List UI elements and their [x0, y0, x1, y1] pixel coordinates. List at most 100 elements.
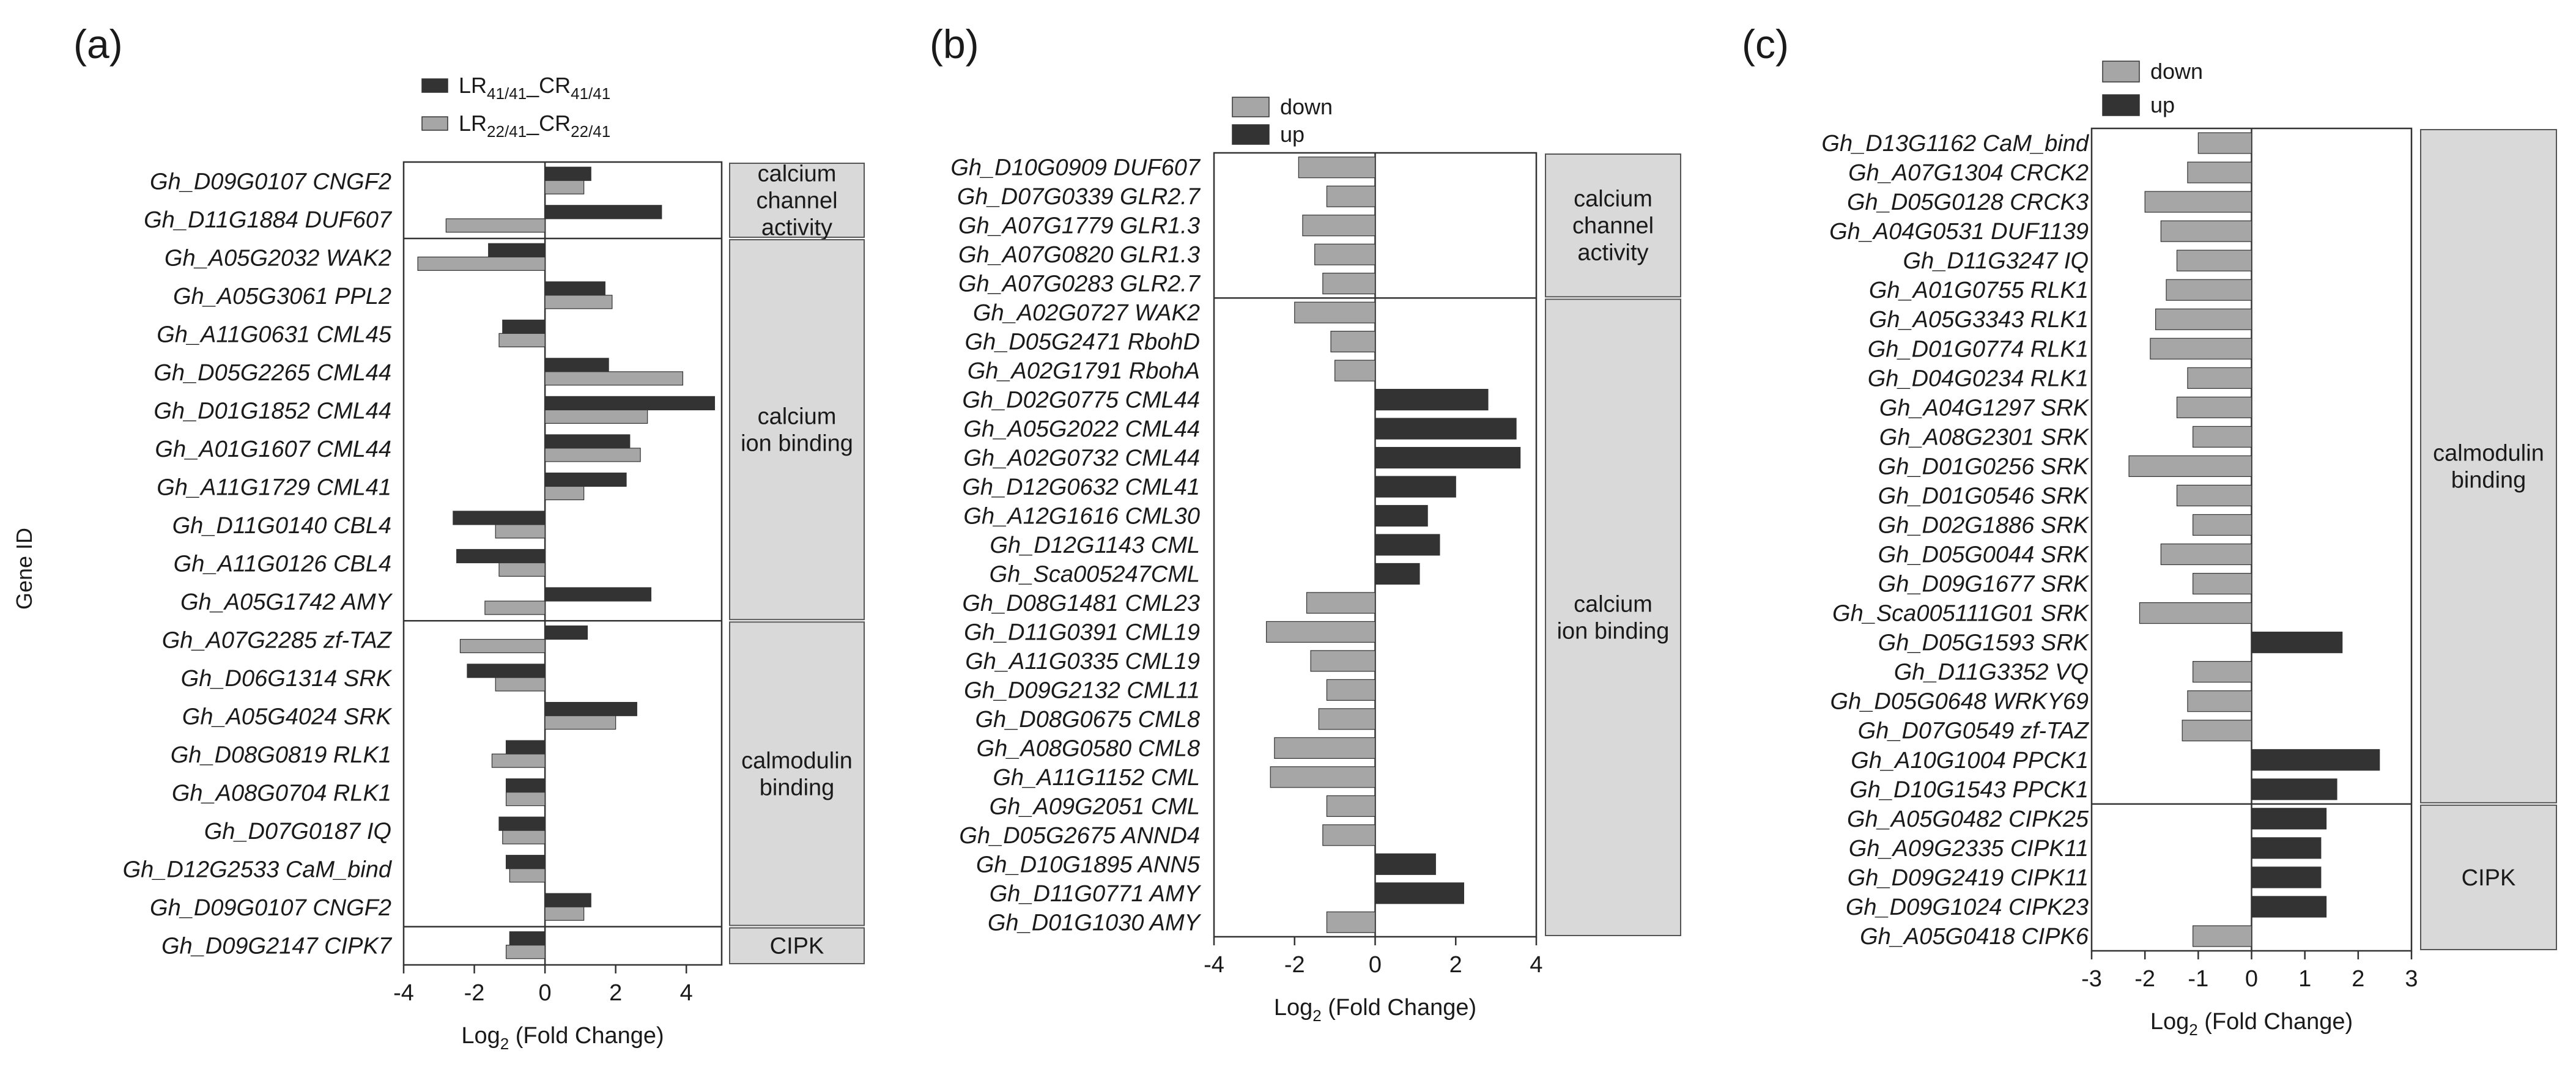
bar-down — [1322, 824, 1376, 846]
bar-down — [1314, 243, 1376, 265]
gene-label: Gh_D11G3247 IQ — [1903, 248, 2089, 274]
bar-down — [1306, 592, 1376, 614]
bar-down — [1326, 911, 1376, 933]
legend-label: up — [1280, 122, 1305, 147]
bar-down — [2160, 220, 2252, 242]
gene-label: Gh_D09G2132 CML11 — [964, 677, 1200, 703]
gene-label: Gh_A07G0283 GLR2.7 — [958, 271, 1201, 297]
bar-down — [2193, 426, 2252, 448]
gene-label: Gh_D09G0107 CNGF2 — [150, 169, 391, 194]
x-tick-label: -2 — [2134, 966, 2155, 992]
x-axis-label: Log2 (Fold Change) — [1274, 995, 1476, 1025]
bar-lr22 — [417, 256, 546, 271]
x-tick-label: 3 — [2405, 966, 2418, 992]
category-label: calcium — [1574, 186, 1653, 212]
bar-up — [2251, 896, 2327, 918]
gene-label: Gh_A05G4024 SRK — [182, 704, 393, 730]
legend-label: up — [2150, 92, 2175, 117]
y-axis-label: Gene ID — [12, 528, 37, 610]
category-label: calmodulin — [2433, 440, 2544, 466]
gene-label: Gh_A11G0335 CML19 — [965, 649, 1200, 674]
category-label: binding — [760, 775, 835, 800]
bar-lr41 — [505, 855, 546, 869]
bar-up — [1374, 418, 1517, 440]
bar-down — [2193, 925, 2252, 947]
gene-label: Gh_A05G3343 RLK1 — [1869, 307, 2089, 333]
bar-lr41 — [456, 548, 546, 564]
category-label: channel — [1572, 213, 1654, 239]
gene-label: Gh_D06G1314 SRK — [181, 666, 393, 692]
bar-down — [2160, 543, 2252, 566]
bar-down — [2187, 161, 2252, 183]
bar-down — [2128, 455, 2252, 478]
bar-down — [1326, 795, 1376, 817]
x-tick-label: -3 — [2081, 966, 2102, 992]
gene-label: Gh_D10G1543 PPCK1 — [1849, 777, 2089, 803]
category-label: calcium — [758, 161, 837, 187]
category-box — [1545, 153, 1681, 298]
legend-label: LR41/41_CR41/41 — [459, 73, 610, 103]
bar-lr22 — [484, 600, 546, 615]
bar-lr41 — [544, 701, 637, 717]
category-box — [729, 927, 865, 965]
bar-lr22 — [445, 218, 546, 233]
panel-label: (c) — [1742, 21, 1789, 67]
gene-label: Gh_A08G2301 SRK — [1879, 424, 2090, 450]
bar-down — [2176, 484, 2252, 507]
bar-lr22 — [498, 333, 546, 347]
gene-label: Gh_A05G0418 CIPK6 — [1860, 924, 2089, 950]
bar-lr22 — [505, 792, 546, 807]
gene-label: Gh_A11G1152 CML — [993, 765, 1200, 791]
gene-label: Gh_A01G0755 RLK1 — [1869, 278, 2089, 303]
gene-label: Gh_D13G1162 CaM_bind — [1821, 131, 2089, 157]
bar-lr22 — [544, 180, 585, 194]
gene-label: Gh_D11G3352 VQ — [1894, 660, 2089, 685]
gene-label: Gh_A04G1297 SRK — [1879, 395, 2090, 421]
bar-down — [1266, 621, 1376, 643]
bar-lr22 — [544, 371, 684, 386]
legend-label: down — [2150, 59, 2203, 84]
bar-up — [1374, 476, 1456, 498]
gene-label: Gh_A07G0820 GLR1.3 — [958, 242, 1200, 268]
gene-label: Gh_A05G3061 PPL2 — [173, 284, 391, 309]
gene-label: Gh_D07G0187 IQ — [204, 819, 391, 844]
bar-down — [2187, 690, 2252, 712]
gene-label: Gh_A04G0531 DUF1139 — [1829, 219, 2089, 245]
x-tick-label: 0 — [539, 980, 552, 1006]
x-tick-label: -1 — [2188, 966, 2208, 992]
bar-lr41 — [453, 511, 546, 525]
category-label: ion binding — [741, 431, 853, 457]
gene-label: Gh_A07G2285 zf-TAZ — [162, 628, 393, 654]
bar-lr41 — [505, 740, 546, 755]
bar-lr41 — [544, 434, 631, 449]
legend-label: LR22/41_CR22/41 — [459, 111, 610, 141]
bar-lr22 — [498, 562, 546, 577]
gene-label: Gh_D05G0648 WRKY69 — [1830, 689, 2089, 715]
x-tick-label: 0 — [2245, 966, 2258, 992]
x-tick-label: 1 — [2298, 966, 2311, 992]
x-tick-label: -4 — [1204, 952, 1224, 978]
plot-frame — [402, 161, 723, 966]
category-label: channel — [756, 188, 837, 214]
category-label: CIPK — [770, 934, 824, 959]
bar-lr41 — [502, 319, 546, 334]
legend-swatch — [2102, 94, 2140, 116]
bar-lr41 — [544, 281, 605, 296]
gene-label: Gh_A09G2051 CML — [990, 794, 1200, 819]
gene-label: Gh_D10G0909 DUF607 — [950, 155, 1201, 181]
bar-lr41 — [544, 625, 588, 640]
gene-label: Gh_A11G1729 CML41 — [157, 474, 391, 500]
category-label: ion binding — [1557, 619, 1670, 644]
bar-down — [1334, 360, 1376, 382]
category-label: calcium — [1574, 592, 1653, 618]
gene-label: Gh_D05G1593 SRK — [1878, 630, 2090, 656]
gene-label: Gh_D12G2533 CaM_bind — [123, 857, 393, 883]
gene-label: Gh_D04G0234 RLK1 — [1868, 366, 2089, 391]
bar-down — [1326, 185, 1376, 207]
legend-swatch — [421, 78, 448, 93]
bar-lr41 — [544, 472, 627, 487]
bar-down — [2144, 191, 2252, 213]
legend-label: down — [1280, 94, 1333, 119]
bar-down — [2176, 249, 2252, 271]
bar-lr22 — [544, 486, 585, 501]
